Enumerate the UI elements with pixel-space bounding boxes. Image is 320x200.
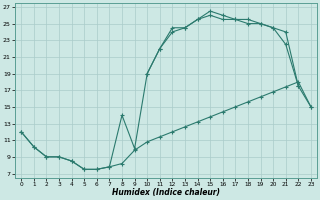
X-axis label: Humidex (Indice chaleur): Humidex (Indice chaleur) bbox=[112, 188, 220, 197]
